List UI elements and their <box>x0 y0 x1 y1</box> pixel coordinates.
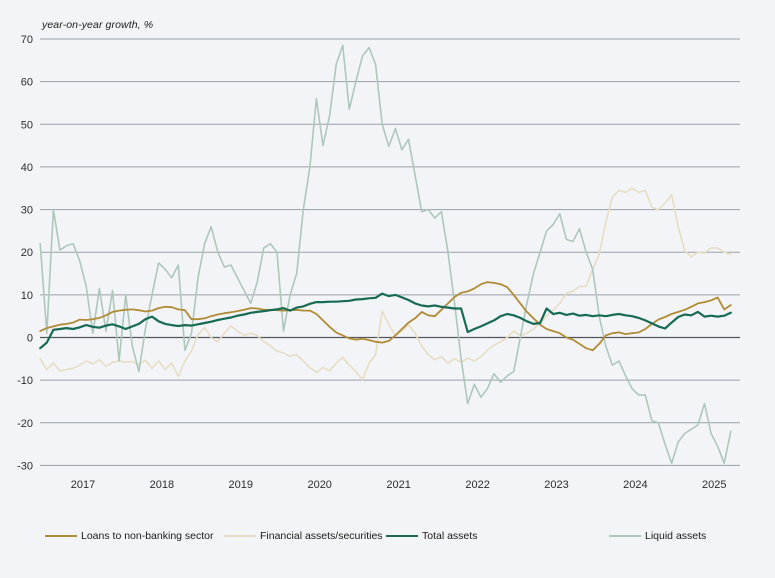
x-axis-tick-label: 2023 <box>544 479 568 491</box>
legend-line-swatch-financial-assets <box>224 535 256 537</box>
x-axis-tick-label: 2018 <box>150 479 174 491</box>
x-axis-tick-label: 2024 <box>623 479 647 491</box>
chart-legend: Loans to non-banking sector Financial as… <box>0 528 775 546</box>
legend-line-swatch-liquid-assets <box>609 535 641 537</box>
y-axis-tick-label: 60 <box>21 77 33 89</box>
y-axis-tick-label: 20 <box>21 247 33 259</box>
series-line-liquid-assets <box>39 44 732 465</box>
y-axis-tick-label: -30 <box>17 460 33 472</box>
legend-label-liquid-assets: Liquid assets <box>645 530 707 542</box>
y-axis-tick-label: -20 <box>17 418 33 430</box>
legend-line-swatch-loans <box>45 535 77 537</box>
x-axis-tick-label: 2021 <box>386 479 410 491</box>
y-axis-tick-label: 70 <box>21 34 33 46</box>
x-axis-tick-label: 2025 <box>702 479 726 491</box>
x-axis-tick-label: 2017 <box>71 479 95 491</box>
y-axis-tick-label: 30 <box>21 205 33 217</box>
y-axis-tick-label: 50 <box>21 119 33 131</box>
legend-line-swatch-total-assets <box>386 535 418 537</box>
y-axis-tick-label: -10 <box>17 375 33 387</box>
legend-item-liquid-assets: Liquid assets <box>609 528 706 544</box>
y-axis-tick-label: 10 <box>21 290 33 302</box>
legend-item-financial-assets: Financial assets/securities <box>224 528 383 544</box>
y-axis-tick-label: 40 <box>21 162 33 174</box>
legend-label-loans: Loans to non-banking sector <box>81 530 214 542</box>
legend-item-total-assets: Total assets <box>386 528 477 544</box>
series-line-loans-to-non-banking-sector <box>39 281 732 352</box>
y-axis-title: year-on-year growth, % <box>42 19 154 31</box>
y-axis-tick-label: 0 <box>27 333 33 345</box>
x-axis-tick-label: 2019 <box>229 479 253 491</box>
legend-label-total-assets: Total assets <box>422 530 478 542</box>
x-axis-tick-label: 2020 <box>307 479 331 491</box>
series-line-total-assets <box>39 292 732 350</box>
series-line-financial-assets-securities <box>39 187 732 381</box>
legend-label-financial-assets: Financial assets/securities <box>260 530 383 542</box>
x-axis-tick-label: 2022 <box>465 479 489 491</box>
legend-item-loans: Loans to non-banking sector <box>45 528 214 544</box>
